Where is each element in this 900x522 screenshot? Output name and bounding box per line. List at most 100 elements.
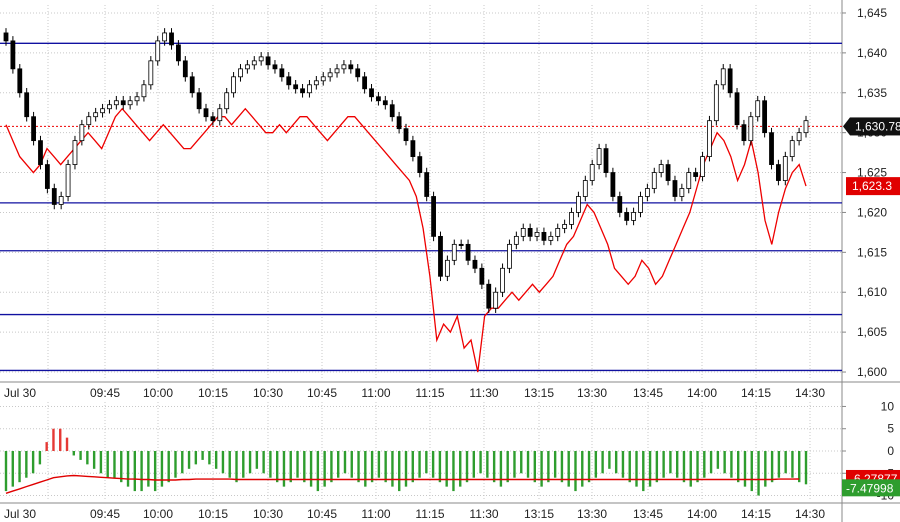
candle-body-41 bbox=[286, 76, 292, 86]
time-label-14: 14:30 bbox=[795, 386, 825, 400]
candle-body-5 bbox=[38, 140, 43, 165]
indicator-green-label: -7.47998 bbox=[846, 481, 894, 495]
candle-body-88 bbox=[610, 172, 616, 197]
time-label-5: 10:45 bbox=[307, 386, 337, 400]
candle-body-108 bbox=[748, 116, 754, 142]
time-label-2: 10:00 bbox=[143, 386, 173, 400]
candle-body-4 bbox=[31, 116, 36, 142]
indicator-time-label-0: Jul 30 bbox=[4, 507, 36, 521]
candle-body-54 bbox=[376, 96, 381, 102]
candle-body-85 bbox=[589, 164, 595, 181]
candle-body-22 bbox=[155, 40, 161, 62]
candle-body-82 bbox=[569, 212, 574, 225]
candle-body-101 bbox=[700, 156, 705, 177]
candle-body-26 bbox=[182, 60, 188, 78]
candle-body-76 bbox=[527, 228, 533, 237]
price-time-axis: Jul 30 09:45 10:00 10:15 10:30 10:45 11:00 11:1… bbox=[4, 386, 825, 400]
candle-body-103 bbox=[713, 84, 719, 122]
indicator-time-label-6: 11:00 bbox=[361, 507, 390, 521]
candle-body-94 bbox=[651, 172, 657, 189]
red-line-series bbox=[5, 107, 807, 373]
candle-body-87 bbox=[603, 148, 609, 173]
last-price-badge bbox=[850, 117, 900, 136]
candle-body-44 bbox=[307, 84, 312, 94]
last-price-label: 1,630.78 bbox=[855, 119, 900, 133]
candle-body-112 bbox=[776, 164, 781, 181]
candle-body-24 bbox=[169, 32, 174, 46]
indicator-bars bbox=[4, 428, 808, 496]
candle-body-23 bbox=[162, 32, 168, 42]
indicator-time-label-7: 11:15 bbox=[415, 507, 444, 521]
candle-body-10 bbox=[72, 140, 78, 165]
candle-body-32 bbox=[224, 92, 230, 110]
candle-body-29 bbox=[203, 108, 209, 118]
candle-body-16 bbox=[113, 100, 119, 106]
candle-body-50 bbox=[348, 64, 354, 70]
candle-body-109 bbox=[755, 100, 761, 118]
indicator-time-axis: Jul 30 09:45 10:00 10:15 10:30 10:45 11:00 11:1… bbox=[4, 507, 825, 521]
candle-body-39 bbox=[272, 64, 278, 70]
time-label-9: 13:15 bbox=[524, 386, 554, 400]
candle-body-30 bbox=[210, 116, 216, 122]
candle-body-57 bbox=[396, 116, 402, 130]
candle-body-84 bbox=[582, 180, 588, 197]
candle-body-46 bbox=[320, 76, 326, 82]
indicator-time-label-12: 14:00 bbox=[687, 507, 717, 521]
candle-body-11 bbox=[79, 124, 85, 142]
price-tick-label-4: 1,625 bbox=[857, 166, 887, 180]
indicator-badges: -6.27877-7.47998 bbox=[842, 469, 900, 497]
price-tick-label-5: 1,620 bbox=[857, 205, 887, 219]
indicator-time-label-14: 14:30 bbox=[795, 507, 825, 521]
time-label-1: 09:45 bbox=[90, 386, 120, 400]
time-label-10: 13:30 bbox=[577, 386, 607, 400]
candle-body-49 bbox=[341, 64, 347, 70]
candle-body-0 bbox=[3, 32, 9, 42]
price-tick-label-0: 1,645 bbox=[857, 6, 887, 20]
candle-body-77 bbox=[534, 231, 540, 237]
time-label-6: 11:00 bbox=[361, 386, 390, 400]
candle-body-15 bbox=[107, 104, 112, 110]
candle-body-72 bbox=[500, 267, 505, 293]
candle-body-81 bbox=[562, 224, 568, 229]
time-label-3: 10:15 bbox=[198, 386, 228, 400]
candle-body-95 bbox=[658, 164, 664, 173]
candle-body-92 bbox=[638, 196, 643, 213]
indicator-tick-label-1: 5 bbox=[887, 422, 894, 436]
candle-body-36 bbox=[251, 60, 257, 66]
time-label-12: 14:00 bbox=[687, 386, 717, 400]
candle-body-2 bbox=[17, 68, 23, 94]
candle-body-48 bbox=[334, 68, 340, 74]
candle-body-97 bbox=[672, 180, 678, 197]
candle-body-65 bbox=[451, 243, 457, 261]
time-label-8: 11:30 bbox=[469, 386, 498, 400]
candle-body-53 bbox=[369, 88, 374, 98]
candle-body-55 bbox=[382, 100, 388, 106]
candle-body-21 bbox=[148, 60, 154, 86]
candle-body-19 bbox=[134, 96, 140, 102]
candle-body-42 bbox=[293, 84, 299, 90]
candle-body-89 bbox=[617, 196, 623, 213]
price-tick-label-9: 1,600 bbox=[857, 365, 887, 379]
red-line-badge bbox=[846, 177, 900, 196]
indicator-time-label-9: 13:15 bbox=[524, 507, 554, 521]
price-badges: 1,630.78 1,623.3 bbox=[843, 117, 900, 196]
candle-body-8 bbox=[58, 196, 64, 205]
price-tick-label-2: 1,635 bbox=[857, 86, 887, 100]
time-label-13: 14:15 bbox=[741, 386, 771, 400]
candle-body-52 bbox=[362, 76, 368, 90]
candle-body-1 bbox=[10, 40, 16, 70]
last-price-badge-arrow bbox=[843, 117, 850, 136]
candle-body-60 bbox=[417, 156, 423, 173]
time-label-4: 10:30 bbox=[253, 386, 283, 400]
candle-body-64 bbox=[444, 259, 450, 277]
candle-body-102 bbox=[707, 120, 712, 157]
candle-body-107 bbox=[741, 124, 747, 142]
indicator-time-label-2: 10:00 bbox=[143, 507, 173, 521]
candle-body-80 bbox=[555, 228, 561, 237]
candle-body-98 bbox=[679, 188, 685, 197]
candle-body-45 bbox=[313, 80, 319, 86]
candle-body-78 bbox=[541, 231, 547, 241]
indicator-time-label-1: 09:45 bbox=[90, 507, 120, 521]
